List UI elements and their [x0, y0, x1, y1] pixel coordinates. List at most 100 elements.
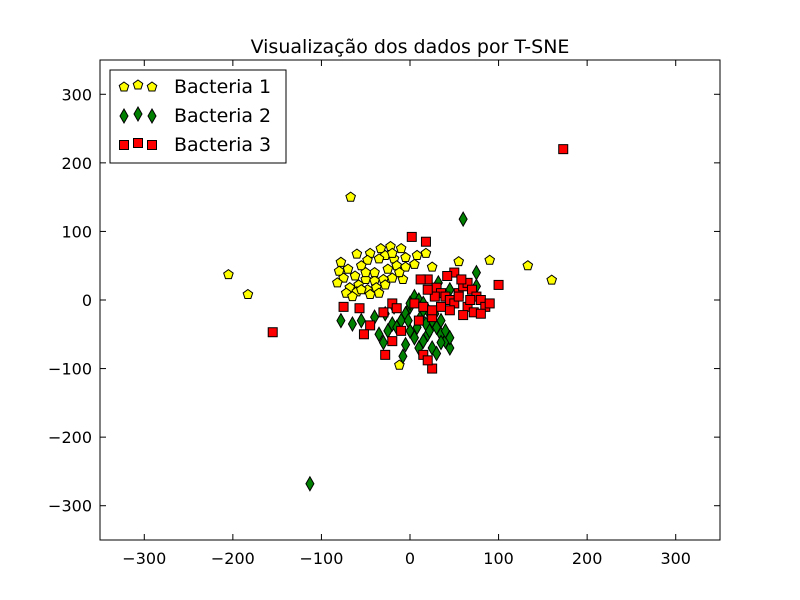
data-point — [406, 231, 417, 242]
data-point — [418, 301, 429, 312]
data-point — [427, 305, 438, 316]
data-point — [522, 260, 534, 271]
data-point — [422, 355, 433, 366]
series-1 — [223, 191, 558, 370]
data-point — [354, 303, 365, 314]
data-point — [493, 279, 504, 290]
y-tick-label: −300 — [48, 497, 92, 516]
legend-marker — [146, 81, 158, 92]
data-point — [431, 345, 442, 362]
data-point — [398, 348, 408, 365]
axis-ticks: −300 −200 −100 0 100 200 300 −300 −200 −100 0 100 20… — [48, 60, 720, 568]
data-point — [362, 254, 373, 265]
data-point — [386, 247, 398, 258]
data-point — [484, 298, 495, 309]
data-point — [378, 334, 389, 351]
data-point — [380, 349, 391, 360]
legend-marker — [118, 81, 130, 92]
data-point — [347, 315, 358, 333]
legend-marker — [133, 105, 143, 123]
legend-marker — [119, 107, 129, 125]
data-point — [395, 242, 407, 254]
data-point — [267, 327, 278, 338]
legend-marker — [147, 107, 157, 125]
data-point — [453, 291, 464, 302]
data-point — [333, 265, 345, 276]
legend-entries: Bacteria 1 Bacteria 2 Bacteria 3 — [118, 76, 271, 156]
x-tick-label: −200 — [211, 549, 255, 568]
x-tick-label: 300 — [660, 549, 691, 568]
data-point — [429, 291, 440, 302]
data-point — [387, 336, 398, 347]
data-point — [379, 279, 391, 290]
legend-marker — [132, 79, 144, 90]
legend-marker — [119, 140, 129, 150]
x-tick-label: −100 — [299, 549, 343, 568]
data-point — [338, 272, 349, 283]
data-point — [356, 312, 366, 329]
data-point — [391, 303, 402, 314]
data-point — [436, 301, 446, 312]
data-points — [223, 144, 569, 492]
x-tick-label: 200 — [572, 549, 603, 568]
data-point — [484, 254, 496, 265]
data-point — [427, 363, 438, 374]
y-tick-label: 200 — [61, 154, 92, 173]
data-point — [442, 271, 453, 281]
data-point — [436, 334, 446, 351]
legend-marker — [147, 140, 157, 150]
x-tick-label: 100 — [483, 549, 514, 568]
data-point — [475, 308, 486, 319]
data-point — [396, 325, 407, 336]
data-point — [453, 255, 465, 267]
data-point — [420, 236, 431, 247]
data-point — [338, 301, 349, 312]
data-point — [375, 242, 387, 254]
data-point — [458, 310, 469, 321]
data-point — [382, 263, 394, 274]
data-point — [336, 312, 346, 329]
data-point — [378, 307, 389, 318]
data-point — [351, 248, 363, 259]
data-point — [409, 298, 420, 309]
data-point — [458, 211, 468, 228]
data-point — [411, 249, 423, 260]
data-point — [394, 266, 405, 278]
data-point — [369, 266, 380, 278]
legend-label: Bacteria 2 — [174, 105, 271, 127]
data-point — [335, 256, 347, 267]
data-point — [349, 270, 361, 281]
data-point — [415, 274, 426, 285]
data-point — [436, 312, 446, 329]
data-point — [355, 260, 367, 271]
legend-label: Bacteria 1 — [174, 76, 271, 98]
legend-marker — [133, 138, 143, 148]
data-point — [365, 320, 376, 331]
data-point — [445, 329, 455, 346]
data-point — [456, 274, 467, 285]
data-point — [364, 288, 376, 300]
data-point — [358, 329, 369, 340]
data-point — [355, 284, 367, 295]
x-tick-label: −300 — [122, 549, 166, 568]
data-point — [420, 247, 432, 258]
data-point — [360, 266, 372, 278]
x-tick-label: 0 — [405, 549, 415, 568]
data-point — [223, 269, 234, 280]
data-point — [409, 258, 420, 269]
data-point — [558, 144, 569, 155]
data-point — [345, 191, 356, 202]
data-point — [373, 287, 385, 298]
data-point — [465, 295, 476, 305]
data-point — [546, 274, 558, 285]
data-point — [374, 326, 384, 343]
legend: Bacteria 1 Bacteria 2 Bacteria 3 — [109, 69, 287, 164]
data-point — [413, 315, 424, 326]
legend-label: Bacteria 3 — [174, 134, 271, 156]
data-point — [342, 263, 354, 274]
y-tick-label: −100 — [48, 360, 92, 379]
data-point — [332, 277, 343, 288]
data-point — [373, 253, 385, 264]
